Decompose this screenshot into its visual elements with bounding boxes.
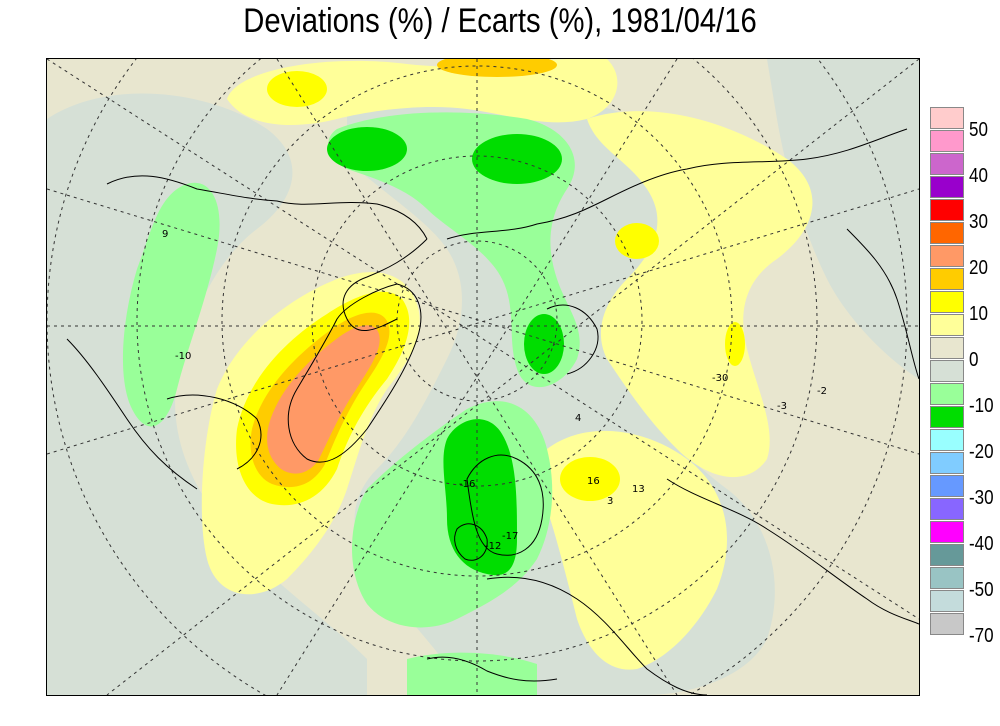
contour-label: 13 (632, 484, 645, 495)
legend-swatch (930, 613, 964, 635)
deviation-map: 9 -10 -16 -17 -12 -30 13 -2 -3 4 16 3 (47, 59, 919, 695)
legend-swatch (930, 360, 964, 382)
coast-siberia (446, 128, 908, 240)
positive-blob-north-orange (437, 59, 557, 77)
legend-swatch (930, 544, 964, 566)
latitude-circle-60 (221, 65, 733, 577)
coast-mediterranean (426, 656, 558, 682)
legend-swatch (930, 153, 964, 175)
negative-region-south (407, 652, 537, 695)
contour-label: 16 (587, 476, 600, 487)
coast-scandinavia (466, 454, 544, 556)
map-panel: 9 -10 -16 -17 -12 -30 13 -2 -3 4 16 3 (46, 58, 920, 696)
coast-british-isles (454, 523, 488, 561)
legend-swatch (930, 337, 964, 359)
contour-label: -10 (175, 351, 191, 362)
contour-label: -12 (485, 541, 501, 552)
legend-label: 50 (969, 119, 988, 141)
legend-swatch (930, 291, 964, 313)
meridian-45 (47, 59, 919, 620)
coast-hudson-bay (166, 394, 262, 470)
legend-swatch (930, 176, 964, 198)
latitude-circle-80 (396, 240, 558, 402)
legend-swatch (930, 567, 964, 589)
neutral-region-south (47, 541, 207, 695)
color-legend: 50 40 30 20 10 0 -10 -20 -30 -40 -50 -70 (930, 107, 1000, 647)
legend-swatch (930, 452, 964, 474)
negative-core-scandinavia (443, 419, 517, 576)
legend-swatch (930, 130, 964, 152)
legend-label: 40 (969, 165, 988, 187)
legend-swatch (930, 429, 964, 451)
legend-label: 30 (969, 211, 988, 233)
legend-label: -20 (969, 441, 994, 463)
legend-label: -50 (969, 579, 994, 601)
legend-swatch (930, 245, 964, 267)
graticule (47, 59, 919, 695)
coast-greenland (287, 283, 422, 463)
contour-label: 4 (575, 413, 581, 424)
negative-core-siberia (524, 314, 564, 374)
latitude-circle-40 (47, 59, 908, 695)
legend-swatch (930, 590, 964, 612)
legend-swatch (930, 199, 964, 221)
coast-siberia-islands (546, 304, 599, 375)
negative-core-arctic-east (472, 134, 562, 184)
meridian-120 (47, 188, 919, 455)
coast-north-america-east (66, 338, 198, 490)
legend-label: -30 (969, 487, 994, 509)
legend-label: 0 (969, 349, 979, 371)
coast-alaska (106, 175, 428, 240)
neutral-region-east (767, 59, 919, 379)
legend-swatch (930, 498, 964, 520)
legend-swatch (930, 222, 964, 244)
positive-core-greenland-salmon (267, 325, 380, 474)
positive-blob-far-east (725, 322, 745, 366)
legend-swatch (930, 268, 964, 290)
positive-region-east (587, 111, 813, 478)
chart-title: Deviations (%) / Ecarts (%), 1981/04/16 (243, 2, 757, 40)
coast-europe (486, 576, 708, 695)
positive-blob-north (267, 71, 327, 107)
legend-label: -40 (969, 533, 994, 555)
legend-label: 10 (969, 303, 988, 325)
contour-label: -16 (459, 479, 475, 490)
contour-label: -30 (712, 373, 728, 384)
contour-label: -2 (817, 386, 827, 397)
coast-asia-interior (666, 478, 919, 625)
legend-label: -70 (969, 625, 994, 647)
contour-label: -3 (777, 401, 787, 412)
coast-canada-arctic (342, 238, 428, 332)
coast-kamchatka (846, 228, 919, 380)
legend-swatch (930, 475, 964, 497)
contour-label: 3 (607, 496, 613, 507)
legend-swatch (930, 107, 964, 129)
positive-blob-europe (560, 457, 620, 501)
coastlines (66, 128, 919, 695)
contour-labels: 9 -10 -16 -17 -12 -30 13 -2 -3 4 16 3 (162, 229, 827, 552)
legend-label: 20 (969, 257, 988, 279)
legend-label: -10 (969, 395, 994, 417)
positive-blob-east (615, 223, 659, 259)
contour-label: -17 (502, 531, 518, 542)
legend-swatch (930, 406, 964, 428)
legend-swatch (930, 314, 964, 336)
legend-swatch (930, 521, 964, 543)
negative-core-arctic-west (327, 127, 407, 171)
legend-swatch (930, 383, 964, 405)
contour-label: 9 (162, 229, 168, 240)
negative-region-pacific (122, 182, 220, 427)
